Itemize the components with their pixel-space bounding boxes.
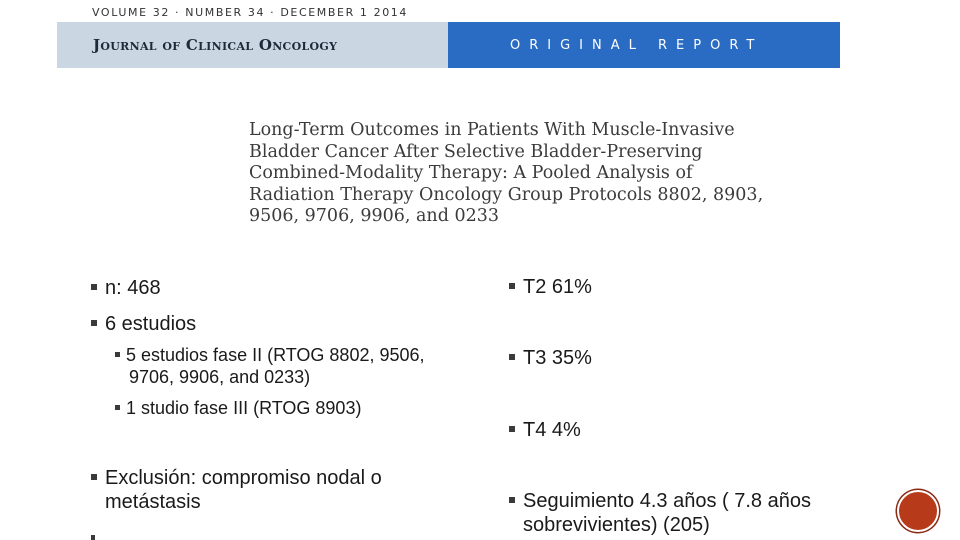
bullet-icon xyxy=(509,282,515,289)
bullet-icon xyxy=(115,351,120,357)
bullet-icon xyxy=(91,535,95,540)
volume-line: VOLUME 32 · NUMBER 34 · DECEMBER 1 2014 xyxy=(92,6,409,19)
list-item-t2: T2 61% xyxy=(509,275,592,299)
page-badge xyxy=(897,490,939,532)
followup-text: Seguimiento 4.3 años ( 7.8 años sobreviv… xyxy=(523,490,811,536)
list-item-t3: T3 35% xyxy=(509,346,592,370)
list-item-studies: 6 estudios xyxy=(91,312,196,336)
journal-name-panel: Journal of Clinical Oncology xyxy=(57,22,448,68)
t2-text: T2 61% xyxy=(523,276,592,298)
list-item-n: n: 468 xyxy=(91,276,161,300)
list-item-followup: Seguimiento 4.3 años ( 7.8 años sobreviv… xyxy=(509,489,868,537)
report-type-panel: ORIGINAL REPORT xyxy=(448,22,840,68)
phase-3-text: 1 studio fase III (RTOG 8903) xyxy=(126,398,362,418)
studies-text: 6 estudios xyxy=(105,313,197,335)
bullet-icon xyxy=(115,404,120,410)
bullet-icon xyxy=(509,496,515,503)
journal-name: Journal of Clinical Oncology xyxy=(93,36,338,54)
phase-2-text: 5 estudios fase II (RTOG 8802, 9506, 970… xyxy=(126,345,425,387)
bullet-icon xyxy=(509,425,515,432)
article-title: Long-Term Outcomes in Patients With Musc… xyxy=(249,120,764,226)
bullet-icon xyxy=(91,319,97,326)
sub-item-phase-3: 1 studio fase III (RTOG 8903) xyxy=(115,397,361,419)
exclusion-text: Exclusión: compromiso nodal o metástasis xyxy=(105,467,382,513)
t4-text: T4 4% xyxy=(523,419,581,441)
bullet-icon xyxy=(91,283,97,290)
sub-item-phase-2: 5 estudios fase II (RTOG 8802, 9506, 970… xyxy=(115,344,469,388)
journal-banner: Journal of Clinical Oncology ORIGINAL RE… xyxy=(57,22,840,68)
list-item-t4: T4 4% xyxy=(509,418,581,442)
bullet-icon xyxy=(91,473,97,480)
report-type: ORIGINAL REPORT xyxy=(510,37,764,53)
bullet-icon xyxy=(509,353,515,360)
n-text: n: 468 xyxy=(105,277,161,299)
list-item-exclusion: Exclusión: compromiso nodal o metástasis xyxy=(91,466,475,514)
t3-text: T3 35% xyxy=(523,347,592,369)
